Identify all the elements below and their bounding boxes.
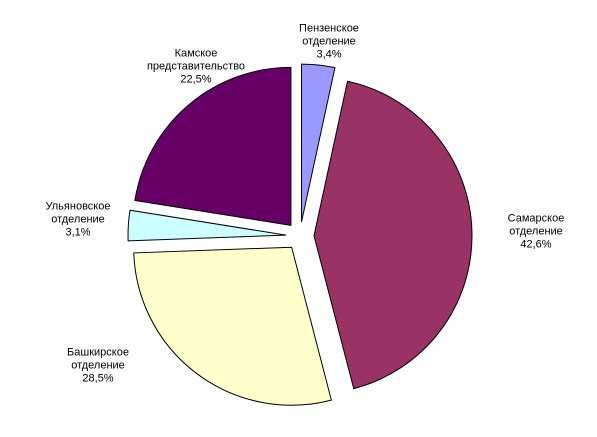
value-label: 3,1%: [65, 226, 91, 239]
value-label: 22,5%: [180, 73, 212, 86]
pie-slice: [300, 63, 336, 223]
slice-label: Пензенское отделение 3,4%: [289, 23, 369, 62]
category-label: Камское представительство: [146, 47, 246, 73]
category-label: Самарское отделение: [507, 212, 565, 238]
pie-slice: [313, 80, 473, 390]
value-label: 28,5%: [82, 372, 114, 385]
value-label: 3,4%: [316, 48, 342, 61]
category-label: Башкирское отделение: [67, 346, 129, 372]
slice-label: Ульяновское отделение 3,1%: [38, 201, 118, 240]
slice-label: Самарское отделение 42,6%: [496, 213, 576, 252]
pie-slice: [133, 246, 332, 406]
pie-slice: [127, 209, 287, 242]
value-label: 42,6%: [520, 238, 552, 251]
category-label: Пензенское отделение: [299, 22, 359, 48]
pie-slice: [134, 66, 292, 226]
slice-label: Камское представительство 22,5%: [131, 48, 261, 87]
slice-label: Башкирское отделение 28,5%: [58, 347, 138, 386]
category-label: Ульяновское отделение: [45, 200, 111, 226]
